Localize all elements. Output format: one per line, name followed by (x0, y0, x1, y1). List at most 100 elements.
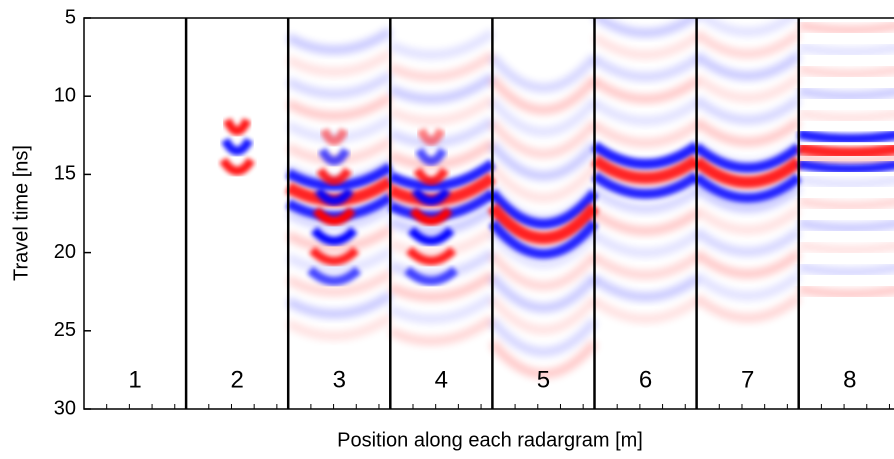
y-tick-label: 10 (54, 84, 76, 106)
texture-band (388, 72, 495, 104)
reflector (488, 189, 599, 230)
texture-band (799, 3, 894, 8)
reflector (797, 128, 894, 145)
texture-band (693, 29, 802, 59)
texture-band (592, 18, 700, 38)
y-tick-label: 30 (54, 397, 76, 419)
texture-band (592, 121, 700, 148)
reflector (487, 202, 600, 245)
texture-band (286, 27, 393, 55)
hyperbola (307, 266, 362, 286)
texture-band (488, 97, 598, 137)
texture-band (388, 314, 495, 346)
x-axis-title: Position along each radargram [m] (337, 429, 643, 451)
texture-band (488, 339, 598, 379)
texture-band (797, 152, 894, 167)
texture-band (286, 71, 393, 99)
texture-band (693, 271, 802, 301)
panel-label: 6 (639, 366, 652, 393)
y-tick-label: 5 (65, 6, 76, 28)
texture-band (488, 273, 598, 313)
reflector (692, 156, 803, 189)
radargram-image (84, 3, 894, 379)
texture-band (797, 196, 894, 211)
texture-band (388, 94, 495, 126)
hyperbola (310, 226, 358, 246)
texture-band (388, 50, 495, 82)
texture-band (286, 313, 393, 341)
texture-band (488, 141, 598, 181)
y-tick-label: 25 (54, 319, 76, 341)
hyperbola (320, 127, 349, 146)
texture-band (592, 297, 700, 324)
reflector (591, 141, 700, 170)
texture-band (286, 291, 393, 319)
panel-label: 8 (843, 366, 856, 393)
reflector (797, 141, 894, 160)
frame: 1 2 3 4 5 6 7 8 5 10 15 20 25 30 (54, 6, 894, 419)
hyperbola (411, 187, 451, 206)
texture-band (286, 225, 393, 253)
hyperbola (308, 246, 360, 266)
texture-band (797, 262, 894, 277)
texture-band (797, 20, 894, 35)
texture-band (693, 205, 802, 235)
texture-band (592, 33, 700, 60)
texture-band (488, 119, 598, 159)
hyperbola (417, 127, 446, 146)
texture-band (388, 270, 495, 302)
reflector (693, 173, 802, 204)
texture-band (592, 253, 700, 280)
texture-band (592, 55, 700, 82)
texture-band (488, 163, 598, 203)
texture-band (388, 226, 495, 258)
hyperbola (413, 167, 449, 186)
texture-band (592, 77, 700, 104)
texture-band (693, 95, 802, 125)
reflector (285, 162, 394, 192)
texture-band (797, 218, 894, 233)
texture-band (797, 240, 894, 255)
texture-band (592, 187, 700, 214)
texture-band (693, 117, 802, 147)
texture-band (388, 204, 495, 236)
hyperbola (221, 137, 254, 156)
texture-band (797, 86, 894, 101)
texture-band (693, 249, 802, 279)
texture-band (693, 293, 802, 323)
texture-band (488, 295, 598, 335)
texture-band (388, 182, 495, 214)
texture-band (592, 275, 700, 302)
texture-band (388, 292, 495, 324)
panel-label: 5 (537, 366, 550, 393)
texture-band (388, 28, 495, 60)
reflector (591, 154, 700, 185)
reflector (388, 159, 496, 192)
texture-band (286, 93, 393, 121)
texture-band (488, 53, 598, 93)
y-axis-title: Travel time [ns] (10, 145, 32, 281)
texture-band (388, 116, 495, 148)
texture-band (592, 209, 700, 236)
panel-label: 2 (230, 366, 243, 393)
hyperbola (407, 226, 455, 246)
texture-band (797, 284, 894, 299)
hyperbola (404, 266, 459, 286)
texture-band (797, 108, 894, 123)
texture-band (388, 138, 495, 170)
hyperbola (409, 206, 453, 226)
panel-label: 4 (435, 366, 448, 393)
hyperbola (318, 147, 351, 166)
panel-label: 3 (333, 366, 346, 393)
texture-band (488, 75, 598, 115)
axis-frame (83, 17, 894, 410)
texture-band (488, 229, 598, 269)
texture-band (488, 251, 598, 291)
hyperbola (314, 187, 354, 206)
hyperbola (405, 246, 457, 266)
hyperbola (312, 206, 356, 226)
texture-band (286, 247, 393, 275)
reflector (693, 143, 802, 174)
texture-band (592, 99, 700, 126)
